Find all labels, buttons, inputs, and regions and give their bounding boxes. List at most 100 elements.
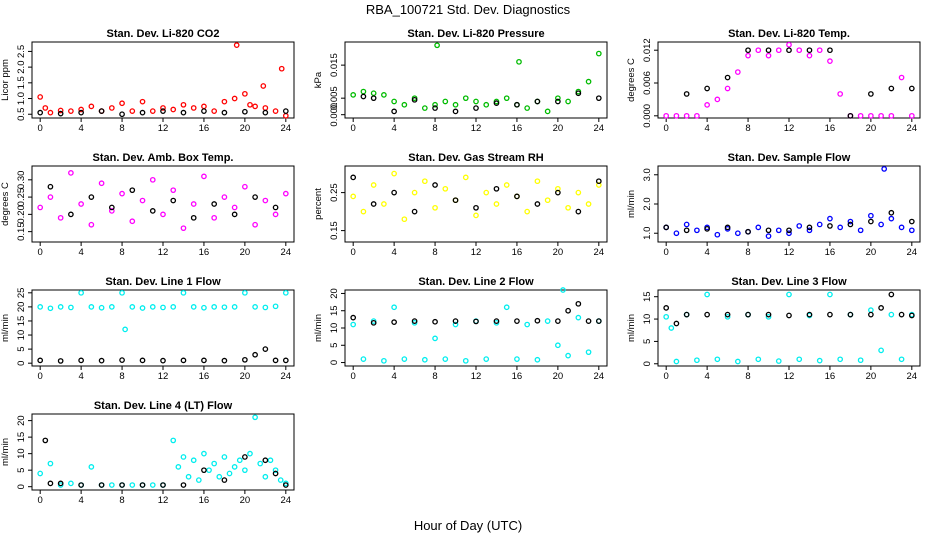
data-point-series-1	[816, 221, 823, 228]
data-point-series-1	[503, 95, 510, 102]
x-tick-label: 0	[351, 371, 356, 382]
data-point-series-1	[442, 98, 449, 105]
data-point-series-1	[129, 304, 136, 310]
data-point-series-1	[560, 287, 566, 293]
data-point-series-1	[231, 304, 238, 310]
data-point-series-1	[673, 112, 680, 119]
plot-frame	[344, 165, 608, 243]
data-point-series-1	[734, 69, 741, 75]
data-point-series-2	[252, 351, 258, 358]
data-point-series-1	[765, 233, 772, 240]
x-tick-label: 24	[281, 495, 292, 506]
data-point-series-2	[411, 208, 418, 215]
data-point-series-2	[47, 183, 54, 190]
data-point-series-1	[170, 106, 177, 113]
data-point-series-2	[201, 467, 207, 474]
data-point-series-1	[221, 98, 228, 105]
data-point-series-2	[57, 480, 64, 487]
data-point-series-2	[555, 98, 561, 105]
data-point-series-1	[827, 215, 833, 222]
data-point-series-1	[796, 356, 803, 363]
data-point-series-1	[503, 182, 510, 188]
data-point-series-1	[786, 41, 792, 48]
data-point-series-1	[775, 358, 782, 364]
data-point-series-2	[139, 357, 146, 364]
data-point-series-1	[673, 230, 680, 237]
data-point-series-1	[149, 176, 156, 183]
data-point-series-2	[88, 194, 95, 200]
data-point-series-2	[827, 311, 833, 318]
data-point-series-1	[68, 170, 74, 176]
data-point-series-1	[47, 460, 54, 467]
panel-title: Stan. Dev. Li-820 Pressure	[407, 28, 544, 40]
y-axis-label: ml/min	[626, 314, 637, 342]
data-point-series-1	[585, 201, 592, 207]
data-point-series-1	[663, 112, 670, 119]
data-point-series-1	[493, 201, 500, 207]
data-point-series-1	[211, 304, 218, 310]
data-point-series-2	[806, 47, 813, 54]
data-point-series-1	[370, 182, 377, 188]
data-point-series-1	[878, 112, 884, 119]
y-tick-label: 0.25	[16, 188, 27, 207]
data-point-series-1	[278, 65, 285, 72]
data-point-series-1	[724, 313, 731, 320]
data-point-series-1	[211, 108, 218, 114]
data-point-series-1	[442, 356, 449, 362]
data-point-series-1	[908, 112, 915, 119]
data-point-series-1	[868, 112, 874, 119]
data-point-series-2	[534, 201, 541, 207]
data-point-series-1	[160, 105, 166, 111]
data-point-series-1	[837, 356, 844, 363]
data-point-series-1	[483, 356, 490, 362]
data-point-series-1	[180, 101, 187, 108]
data-point-series-2	[262, 346, 269, 352]
data-point-series-2	[391, 319, 397, 325]
data-point-series-1	[108, 304, 115, 310]
x-tick-label: 4	[78, 123, 83, 134]
data-point-series-1	[857, 357, 864, 364]
data-point-series-2	[411, 96, 418, 103]
data-point-series-1	[370, 90, 377, 97]
x-tick-label: 20	[866, 247, 877, 258]
x-tick-label: 24	[281, 247, 292, 258]
data-point-series-1	[180, 454, 187, 460]
data-point-series-2	[555, 189, 561, 196]
data-point-series-1	[47, 305, 54, 312]
data-point-series-1	[201, 103, 207, 110]
data-point-series-1	[595, 50, 602, 57]
data-point-series-2	[98, 357, 105, 364]
x-tick-label: 20	[866, 371, 877, 382]
data-point-series-1	[462, 357, 469, 364]
data-point-series-1	[483, 189, 490, 196]
data-point-series-2	[806, 311, 813, 318]
plot-frame	[31, 413, 295, 491]
data-point-series-2	[585, 318, 592, 324]
data-point-series-2	[370, 201, 377, 207]
x-tick-label: 24	[281, 123, 292, 134]
x-tick-label: 8	[119, 123, 124, 134]
data-point-series-2	[129, 187, 136, 194]
data-point-series-2	[786, 312, 792, 319]
data-point-series-1	[262, 105, 269, 111]
data-point-series-2	[262, 109, 269, 116]
data-point-series-1	[350, 193, 357, 200]
y-axis-label: degrees C	[626, 58, 637, 102]
x-tick-label: 8	[745, 247, 750, 258]
y-axis-label: percent	[313, 188, 324, 220]
x-tick-label: 24	[594, 247, 605, 258]
x-tick-label: 4	[391, 247, 396, 258]
data-point-series-2	[242, 108, 248, 115]
data-point-series-1	[827, 291, 833, 298]
data-point-series-1	[190, 457, 197, 464]
x-tick-label: 24	[907, 247, 918, 258]
y-axis-label: degrees C	[0, 182, 11, 226]
data-point-series-1	[565, 98, 571, 105]
x-tick-label: 16	[825, 371, 836, 382]
data-point-series-1	[442, 185, 449, 192]
data-point-series-1	[57, 107, 64, 114]
data-point-series-2	[119, 357, 125, 363]
data-point-series-1	[211, 214, 218, 221]
x-tick-label: 0	[38, 371, 43, 382]
